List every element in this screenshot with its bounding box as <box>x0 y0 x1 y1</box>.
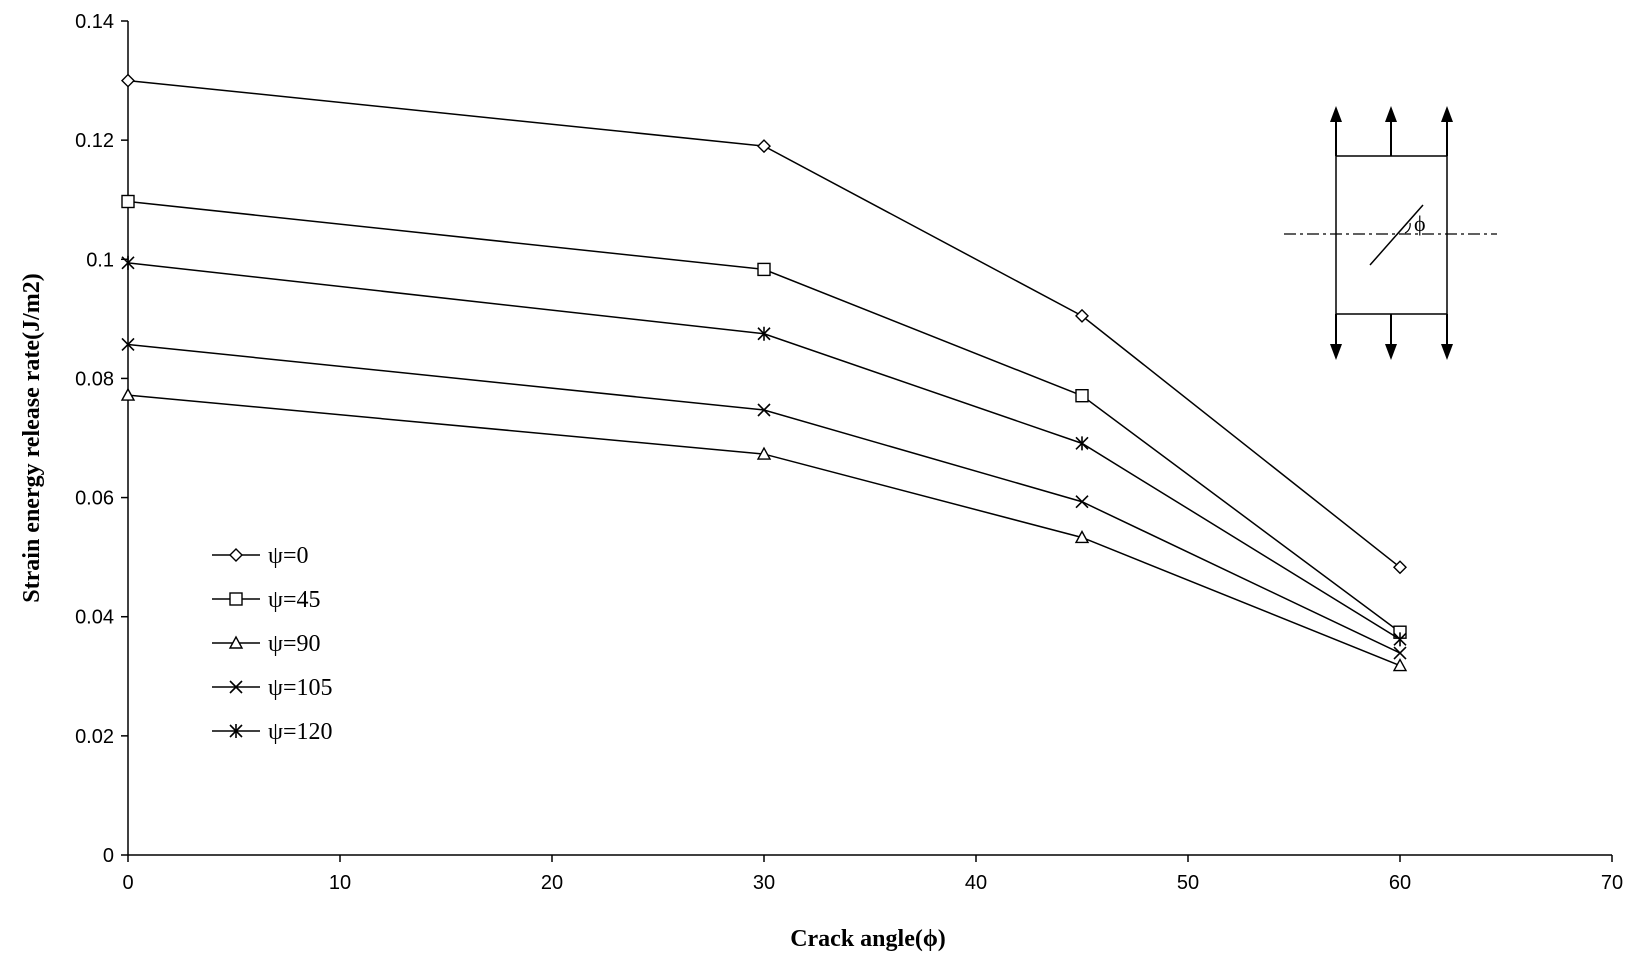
x-axis-title: Crack angle(ϕ) <box>790 926 946 952</box>
series-0 <box>121 73 1407 575</box>
arrow-down-head <box>1330 344 1342 360</box>
series-1 <box>121 194 1407 639</box>
data-point <box>757 139 771 154</box>
y-axis-title: Strain energy release rate(J/m2) <box>19 273 45 602</box>
data-point <box>1075 308 1089 323</box>
legend-item: ψ=120 <box>212 719 333 745</box>
data-point <box>757 262 771 277</box>
legend-marker <box>228 635 244 649</box>
data-point <box>121 73 135 88</box>
legend-item: ψ=0 <box>212 543 309 569</box>
data-point <box>1393 632 1407 647</box>
data-point <box>1392 658 1408 672</box>
legend-label: ψ=0 <box>268 543 309 569</box>
x-tick-labels: 0 10 20 30 40 50 60 70 <box>122 872 1623 894</box>
x-tick-label: 20 <box>541 872 563 894</box>
series-line <box>127 343 1401 654</box>
arrow-down-head <box>1441 344 1453 360</box>
y-tick-label: 0.04 <box>75 607 114 629</box>
data-point <box>121 255 135 270</box>
series-line <box>127 79 1401 568</box>
data-point <box>1075 436 1089 451</box>
y-tick-label: 0.08 <box>75 368 114 390</box>
legend-label: ψ=90 <box>268 631 321 657</box>
data-point <box>757 326 771 341</box>
series-line <box>127 394 1401 667</box>
inset-diagram: ϕ <box>1284 106 1497 360</box>
inset-arrows <box>1330 106 1453 360</box>
data-point <box>121 194 135 209</box>
y-tick-label: 0.02 <box>75 726 114 748</box>
legend-label: ψ=105 <box>268 675 333 701</box>
data-point <box>757 403 771 417</box>
series-line <box>127 262 1401 640</box>
legend-item: ψ=45 <box>212 587 321 613</box>
y-tick-label: 0.1 <box>86 249 114 271</box>
series-layer <box>120 73 1408 672</box>
y-tick-label: 0.12 <box>75 130 114 152</box>
y-tick-label: 0.06 <box>75 488 114 510</box>
inset-plate <box>1335 155 1448 315</box>
data-point <box>1075 389 1089 403</box>
series-2 <box>120 387 1408 672</box>
y-tick-labels: 0 0.02 0.04 0.06 0.08 0.1 0.12 0.14 <box>75 11 114 867</box>
legend-marker <box>229 548 243 562</box>
x-tick-label: 70 <box>1601 872 1623 894</box>
data-point <box>1074 530 1090 544</box>
arrow-up-head <box>1385 106 1397 122</box>
data-point <box>1075 495 1089 509</box>
legend-item: ψ=105 <box>212 675 333 701</box>
legend-marker <box>229 592 243 606</box>
legend: ψ=0 ψ=45 ψ=90 ψ=105 ψ=120 <box>212 543 333 745</box>
axes <box>121 20 1613 862</box>
x-tick-label: 40 <box>965 872 987 894</box>
x-tick-label: 50 <box>1177 872 1199 894</box>
legend-item: ψ=90 <box>212 631 321 657</box>
legend-marker <box>229 724 243 738</box>
series-line <box>127 200 1401 633</box>
arrow-up-head <box>1330 106 1342 122</box>
x-tick-label: 0 <box>122 872 133 894</box>
series-3 <box>121 337 1407 660</box>
inset-crack <box>1369 204 1424 266</box>
legend-label: ψ=45 <box>268 587 321 613</box>
data-point <box>1393 560 1407 575</box>
inset-angle-arc <box>1404 222 1411 234</box>
y-tick-label: 0 <box>103 845 114 867</box>
x-tick-label: 60 <box>1389 872 1411 894</box>
x-tick-label: 30 <box>753 872 775 894</box>
inset-angle-label: ϕ <box>1414 211 1426 236</box>
x-tick-label: 10 <box>329 872 351 894</box>
data-point <box>756 446 772 460</box>
arrow-up-head <box>1441 106 1453 122</box>
data-point <box>120 387 136 401</box>
arrow-down-head <box>1385 344 1397 360</box>
y-tick-label: 0.14 <box>75 11 114 33</box>
data-point <box>1393 646 1407 660</box>
series-4 <box>121 255 1407 647</box>
legend-label: ψ=120 <box>268 719 333 745</box>
legend-marker <box>229 680 243 694</box>
data-point <box>121 337 135 352</box>
